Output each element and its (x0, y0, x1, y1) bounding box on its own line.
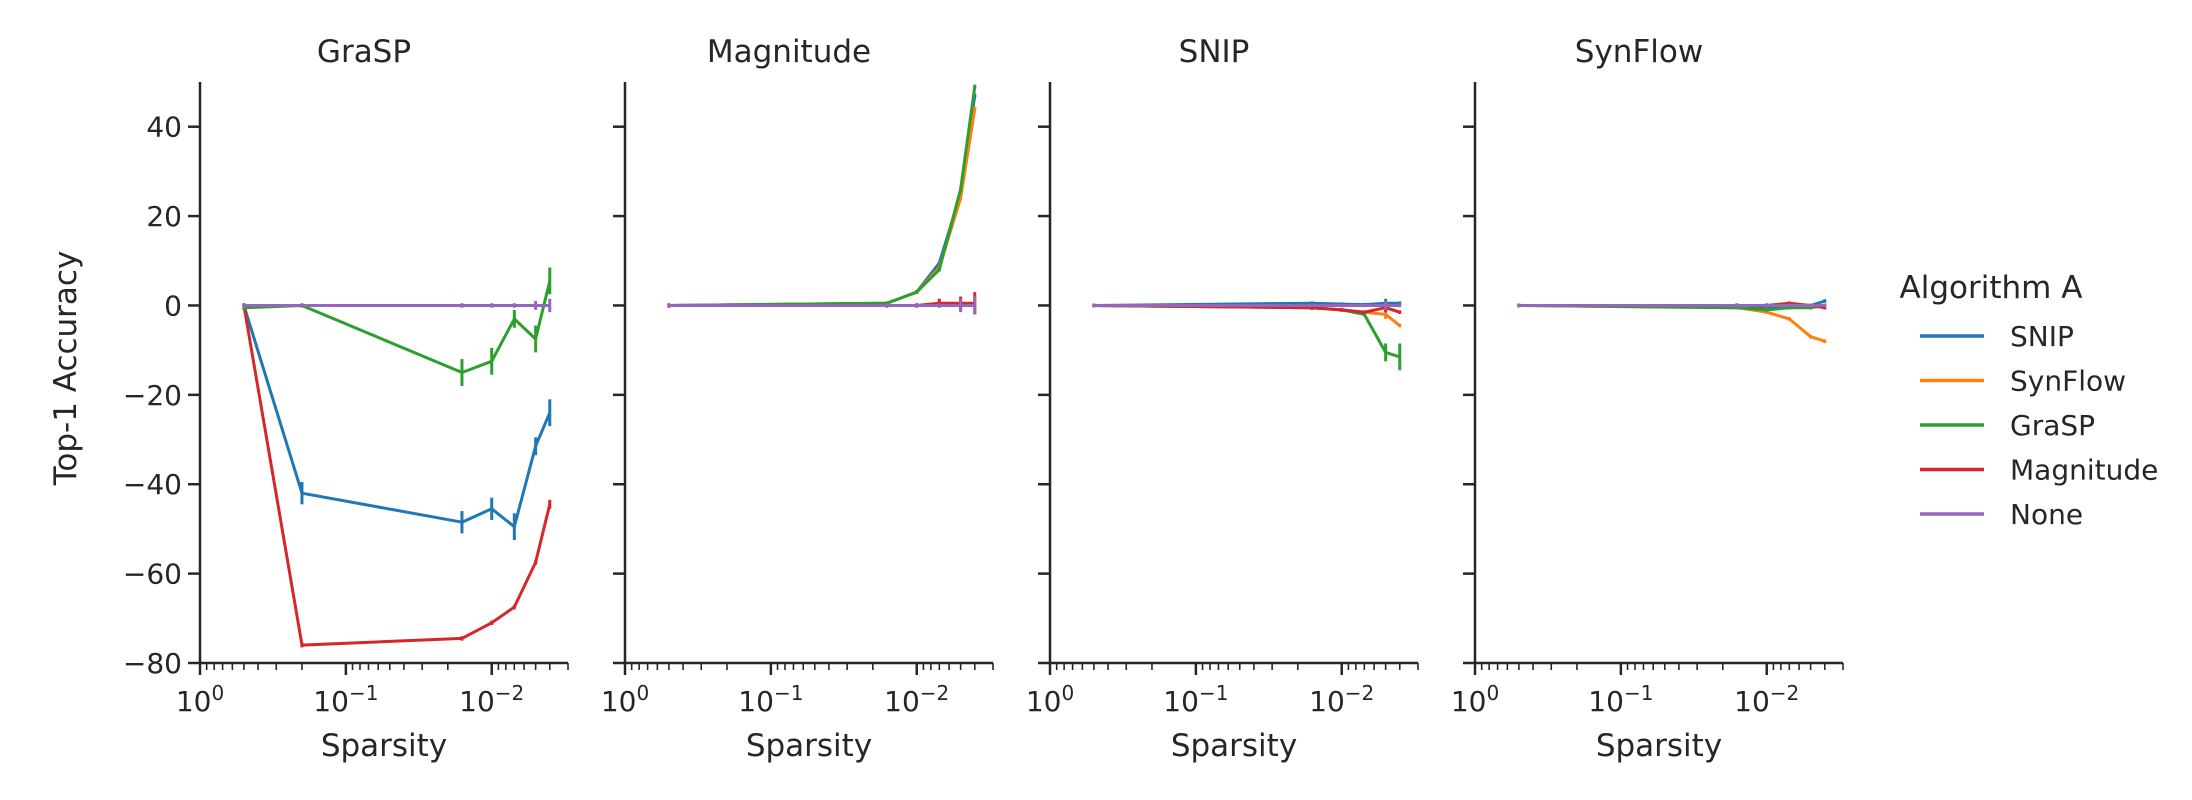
legend-title: Algorithm A (1900, 270, 2083, 306)
panel-title: Magnitude (707, 34, 871, 70)
y-tick-label: 40 (146, 111, 182, 144)
y-axis-label: Top-1 Accuracy (48, 251, 84, 487)
x-tick-label: 10−1 (738, 681, 803, 718)
x-axis-label: Sparsity (746, 728, 872, 764)
series-synflow (667, 107, 977, 308)
y-tick-label: 0 (164, 289, 182, 322)
legend-label: SNIP (2010, 320, 2074, 353)
panel-title: SynFlow (1575, 34, 1703, 70)
series-line (243, 280, 552, 374)
x-tick-label: 100 (1451, 681, 1499, 718)
series-line (1518, 304, 1826, 343)
series-line (1093, 304, 1401, 314)
panel-synflow: SynFlow 100 10−1 10−2 Sparsity (1451, 34, 1844, 764)
panel-snip: SNIP 100 10−1 10−2 Sparsity (1026, 34, 1419, 764)
x-tick-label: 100 (1026, 681, 1074, 718)
panel-magnitude: Magnitude 100 10−1 10−2 Sparsity (601, 34, 994, 764)
series-grasp (667, 84, 977, 308)
x-tick-label: 10−2 (884, 681, 949, 718)
x-tick-label: 10−1 (313, 681, 378, 718)
y-tick-label: −40 (123, 468, 182, 501)
x-tick-label: 10−1 (1588, 681, 1653, 718)
y-tick-label: −60 (123, 558, 182, 591)
x-tick-label: 100 (176, 681, 224, 718)
legend-item-grasp: GraSP (1920, 409, 2095, 442)
legend-label: GraSP (2010, 409, 2095, 442)
x-tick-label: 10−1 (1163, 681, 1228, 718)
x-tick-label: 10−2 (1309, 681, 1374, 718)
x-axis-label: Sparsity (1596, 728, 1722, 764)
series-line (1093, 304, 1401, 359)
legend-item-magnitude: Magnitude (1920, 454, 2158, 487)
series-none (242, 298, 552, 313)
series-line (668, 86, 977, 307)
series-none (667, 296, 977, 315)
series-line (242, 305, 552, 647)
legend-label: Magnitude (2010, 454, 2158, 487)
x-axis-label: Sparsity (321, 728, 447, 764)
series-none (1092, 300, 1402, 310)
series-none (1517, 303, 1827, 308)
legend-label: SynFlow (2010, 365, 2126, 398)
y-tick-label: −80 (123, 647, 182, 680)
legend-item-snip: SNIP (1920, 320, 2074, 353)
legend-items: SNIP SynFlow GraSP Magnitude None (1920, 320, 2158, 531)
series-magnitude (242, 303, 552, 648)
series-snip (242, 303, 552, 541)
y-tick-label: −20 (123, 379, 182, 412)
series-grasp (242, 267, 552, 386)
legend-label: None (2010, 498, 2083, 531)
legend-item-synflow: SynFlow (1920, 365, 2126, 398)
series-line (668, 95, 977, 307)
legend: Algorithm A SNIP SynFlow GraSP Magnitude Non… (1900, 270, 2159, 531)
panel-title: SNIP (1179, 34, 1250, 70)
series-grasp (1092, 303, 1402, 371)
panel-title: GraSP (317, 34, 411, 70)
legend-item-none: None (1920, 498, 2083, 531)
series-snip (667, 93, 977, 308)
x-tick-label: 100 (601, 681, 649, 718)
x-axis-label: Sparsity (1171, 728, 1297, 764)
x-tick-label: 10−2 (1734, 681, 1799, 718)
y-tick-label: 20 (146, 200, 182, 233)
x-tick-label: 10−2 (459, 681, 524, 718)
